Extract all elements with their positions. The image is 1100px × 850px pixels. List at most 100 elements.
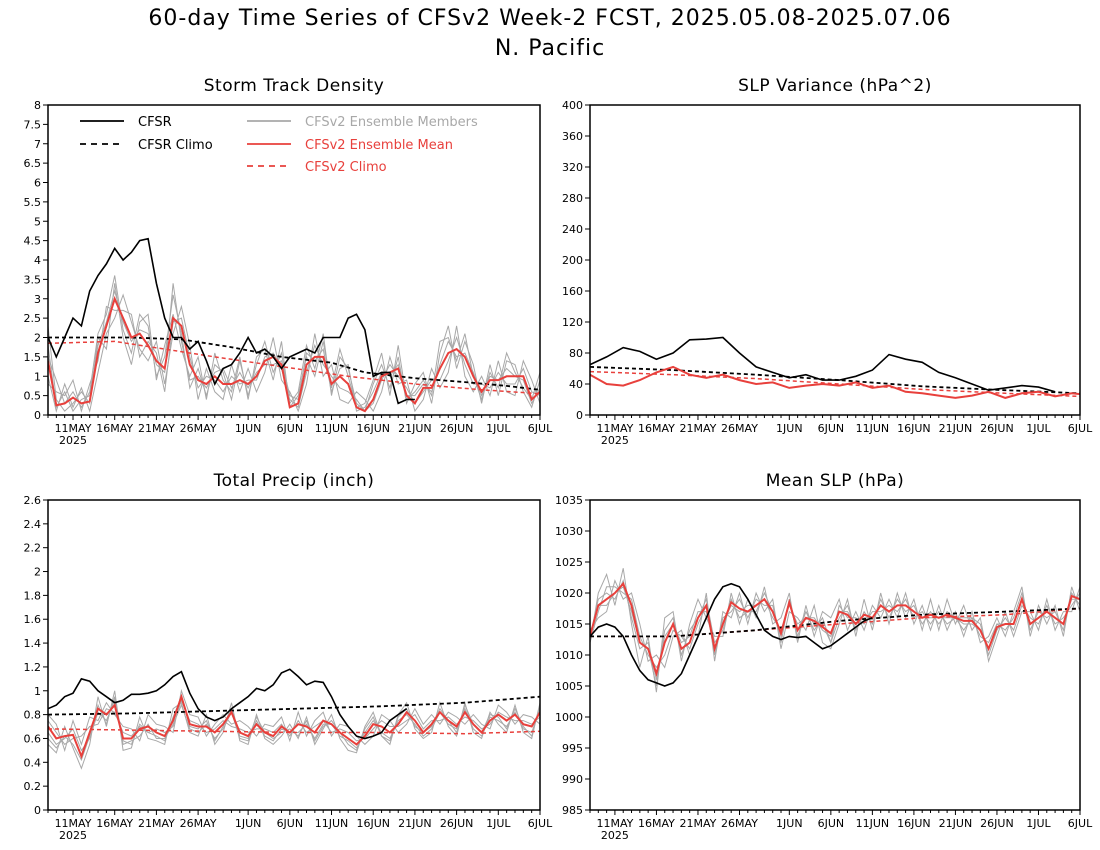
y-tick-label: 200 <box>562 254 583 267</box>
x-year-label: 2025 <box>59 434 87 447</box>
x-tick-label: 11JUN <box>315 817 349 830</box>
plot-area <box>590 336 1080 399</box>
ensemble-member-line <box>48 690 540 770</box>
ensemble-member-line <box>48 293 540 413</box>
chart-title: Mean SLP (hPa) <box>766 471 905 491</box>
y-tick-label: 1010 <box>555 649 583 662</box>
cfsr-climo-line <box>590 607 1080 638</box>
plot-area <box>48 668 540 770</box>
y-tick-label: 995 <box>562 742 583 755</box>
legend-label: CFSR <box>138 115 172 130</box>
plot-frame <box>47 104 541 416</box>
ensemble-mean-line <box>590 365 1080 399</box>
x-tick-label: 6JUN <box>818 422 845 435</box>
y-tick-label: 4 <box>34 254 41 267</box>
y-tick-label: 400 <box>562 99 583 112</box>
x-tick-label: 6JUL <box>528 817 553 830</box>
y-tick-label: 1 <box>34 370 41 383</box>
chart-panel-3: Mean SLP (hPa) 985 990 995 1000 1005 1010 1015 1… <box>555 471 1093 842</box>
ensemble-member-line <box>590 568 1080 693</box>
cfsr-climo-line <box>48 336 540 391</box>
legend-label: CFSv2 Ensemble Mean <box>305 138 453 153</box>
plot-frame <box>589 104 1081 416</box>
x-tick-label: 26MAY <box>180 817 217 830</box>
y-tick-label: 1035 <box>555 494 583 507</box>
y-tick-label: 2 <box>34 332 41 345</box>
chart-title: Total Precip (inch) <box>213 471 375 491</box>
y-tick-label: 1.2 <box>24 661 42 674</box>
y-tick-label: 4.5 <box>24 235 42 248</box>
y-tick-label: 1.6 <box>24 613 42 626</box>
chart-panel-2: Total Precip (inch) 0 0.2 0.4 0.6 0.8 1 1.2 1.4 1… <box>24 471 554 842</box>
y-tick-label: 1.8 <box>24 589 42 602</box>
cfsr-climo-line <box>590 366 1080 395</box>
plot-frame <box>589 499 1081 811</box>
x-tick-label: 26JUN <box>980 817 1014 830</box>
ensemble-member-line <box>48 688 540 753</box>
x-tick-label: 26MAY <box>180 422 217 435</box>
y-tick-label: 3.5 <box>24 273 42 286</box>
y-tick-label: 0.8 <box>24 709 42 722</box>
y-tick-label: 2 <box>34 566 41 579</box>
y-tick-label: 6 <box>34 177 41 190</box>
y-tick-label: 0 <box>34 804 41 817</box>
y-tick-label: 1.5 <box>24 351 42 364</box>
x-tick-label: 11JUN <box>856 422 890 435</box>
y-tick-label: 2.4 <box>24 518 42 531</box>
x-tick-label: 21MAY <box>138 422 175 435</box>
x-tick-label: 1JUL <box>1026 422 1051 435</box>
x-tick-label: 16MAY <box>96 422 133 435</box>
y-tick-label: 5 <box>34 215 41 228</box>
x-tick-label: 1JUL <box>1026 817 1051 830</box>
y-tick-label: 0.5 <box>24 390 42 403</box>
y-tick-label: 0 <box>576 409 583 422</box>
legend: CFSR CFSR Climo CFSv2 Ensemble Members CFSv… <box>80 115 478 175</box>
x-tick-label: 6JUN <box>818 817 845 830</box>
y-tick-label: 1 <box>34 685 41 698</box>
ensemble-member-line <box>48 283 540 413</box>
x-tick-label: 16MAY <box>638 817 675 830</box>
chart-title: SLP Variance (hPa^2) <box>738 76 932 96</box>
y-tick-label: 5.5 <box>24 196 42 209</box>
x-tick-label: 6JUL <box>1068 817 1093 830</box>
x-tick-label: 26JUN <box>440 422 474 435</box>
cfsv2-climo-line <box>590 607 1080 638</box>
cfsr-line <box>48 668 408 740</box>
y-tick-label: 0 <box>34 409 41 422</box>
x-tick-label: 11JUN <box>315 422 349 435</box>
ensemble-mean-line <box>590 581 1080 678</box>
y-tick-label: 1025 <box>555 556 583 569</box>
y-tick-label: 160 <box>562 285 583 298</box>
y-tick-label: 1005 <box>555 680 583 693</box>
ensemble-mean-line <box>48 693 540 760</box>
cfsr-line <box>48 237 415 405</box>
x-tick-label: 11MAY <box>596 422 633 435</box>
plot-frame <box>47 499 541 811</box>
x-tick-label: 16MAY <box>96 817 133 830</box>
x-tick-label: 1JUN <box>776 817 803 830</box>
y-tick-label: 320 <box>562 161 583 174</box>
y-tick-label: 0.4 <box>24 756 42 769</box>
x-tick-label: 1JUN <box>776 422 803 435</box>
plot-area <box>48 237 540 413</box>
x-year-label: 2025 <box>601 434 629 447</box>
ensemble-member-line <box>590 586 1080 669</box>
x-tick-label: 21JUN <box>398 422 432 435</box>
y-tick-label: 7.5 <box>24 118 42 131</box>
y-tick-label: 120 <box>562 316 583 329</box>
y-tick-label: 8 <box>34 99 41 112</box>
y-tick-label: 0.6 <box>24 732 42 745</box>
plot-area <box>590 568 1080 693</box>
cfsv2-climo-line <box>590 370 1080 398</box>
chart-title: Storm Track Density <box>204 76 385 96</box>
x-tick-label: 16MAY <box>638 422 675 435</box>
y-tick-label: 1020 <box>555 587 583 600</box>
y-tick-label: 2.5 <box>24 312 42 325</box>
x-tick-label: 16JUN <box>356 817 390 830</box>
x-tick-label: 21JUN <box>939 817 973 830</box>
x-tick-label: 26MAY <box>721 422 758 435</box>
ensemble-member-line <box>48 305 540 413</box>
cfsr-line <box>590 336 1056 393</box>
y-tick-label: 280 <box>562 192 583 205</box>
